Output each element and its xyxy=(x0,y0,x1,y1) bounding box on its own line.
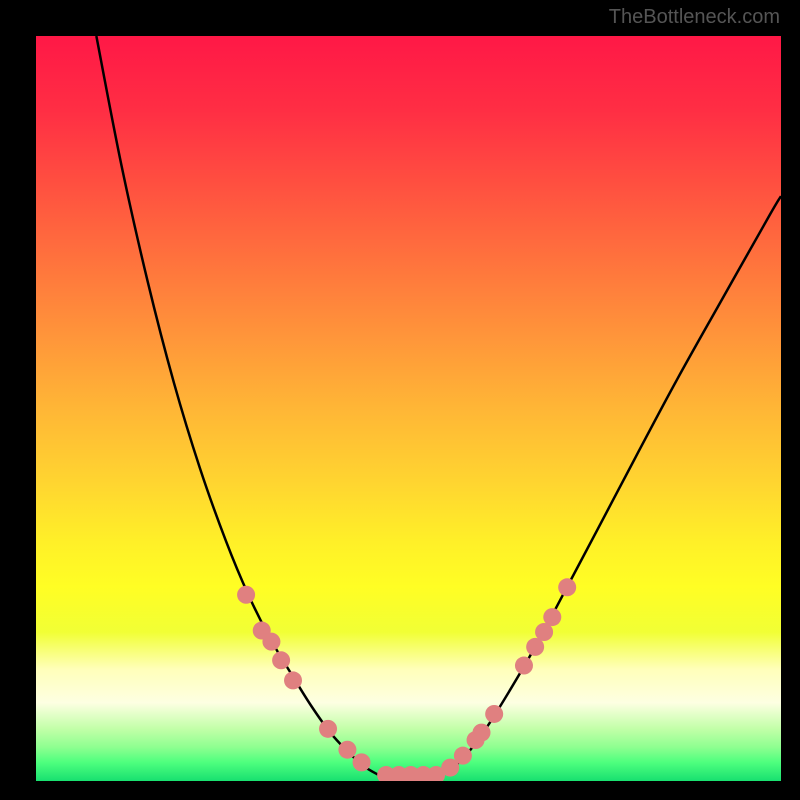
watermark-text: TheBottleneck.com xyxy=(609,6,780,29)
data-marker xyxy=(515,657,533,675)
data-marker xyxy=(272,651,290,669)
plot-area xyxy=(36,36,781,781)
data-marker xyxy=(543,608,561,626)
data-marker xyxy=(454,747,472,765)
data-marker xyxy=(237,586,255,604)
data-marker xyxy=(353,753,371,771)
data-marker xyxy=(319,720,337,738)
data-markers xyxy=(237,578,576,781)
bottleneck-curve xyxy=(36,36,781,781)
data-marker xyxy=(338,741,356,759)
data-marker xyxy=(558,578,576,596)
data-marker xyxy=(284,671,302,689)
data-marker xyxy=(485,705,503,723)
data-marker xyxy=(473,724,491,742)
data-marker xyxy=(262,633,280,651)
